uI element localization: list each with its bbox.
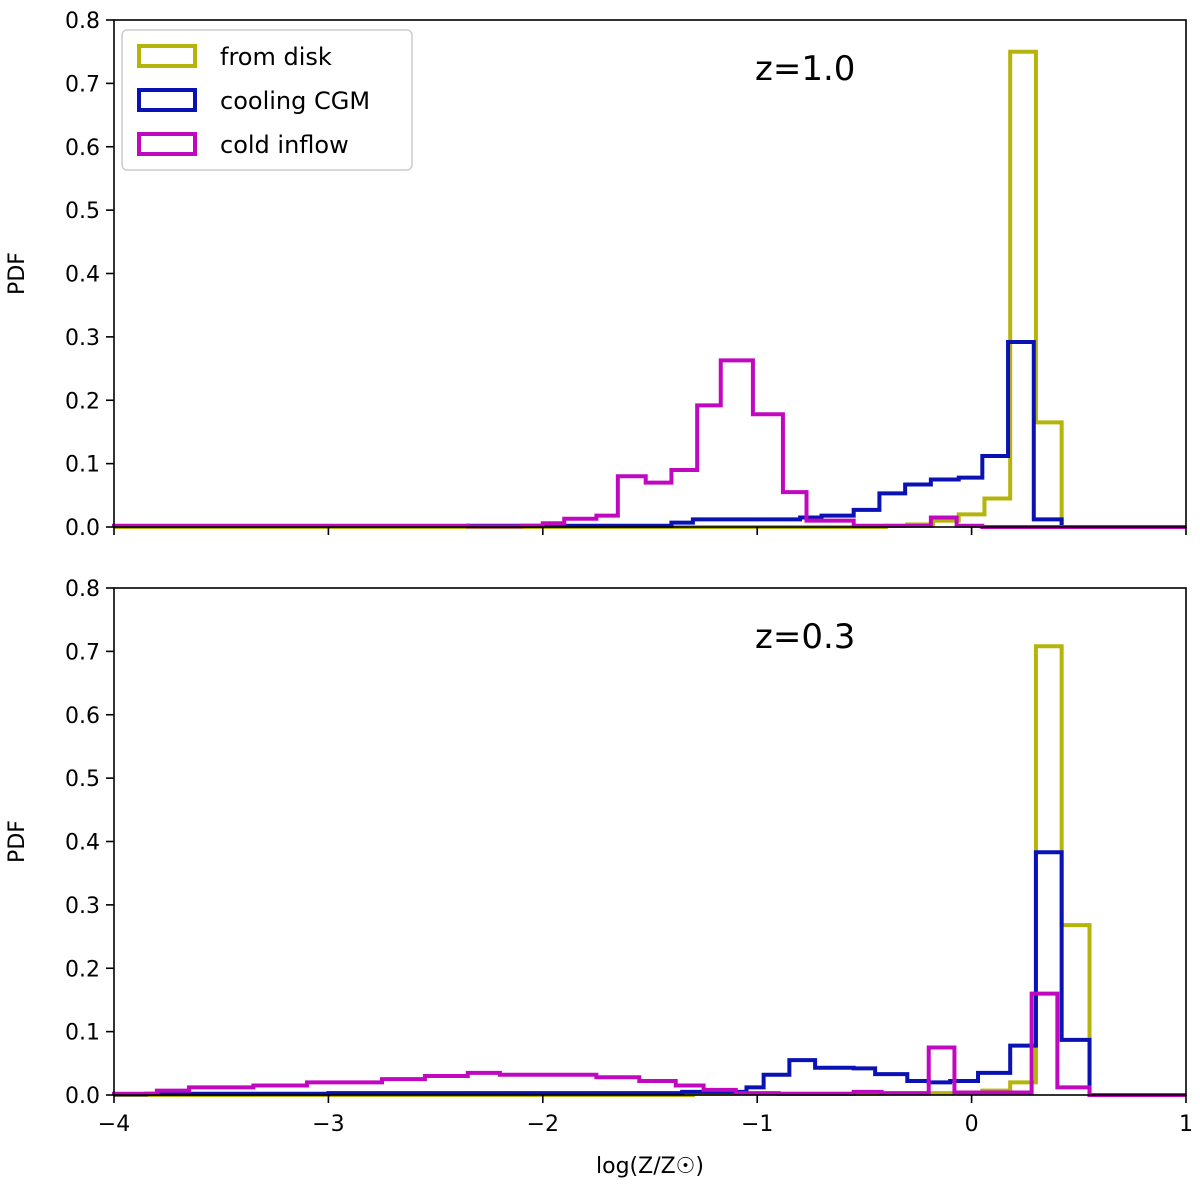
bottom-y-tick-label-6: 0.6 xyxy=(65,704,100,729)
bottom-y-tick-label-1: 0.1 xyxy=(65,1021,100,1046)
bottom-x-tick-label-4: 0 xyxy=(965,1112,979,1137)
bottom-y-tick-label-4: 0.4 xyxy=(65,831,100,856)
bottom-y-tick-label-7: 0.7 xyxy=(65,640,100,665)
top-y-tick-label-3: 0.3 xyxy=(65,326,100,351)
legend-swatch-2 xyxy=(137,132,197,156)
top-y-tick-label-2: 0.2 xyxy=(65,389,100,414)
bottom-series-1 xyxy=(112,850,1186,1097)
bottom-y-tick-label-0: 0.0 xyxy=(65,1084,100,1109)
bottom-x-tick-label-2: −2 xyxy=(527,1112,559,1137)
bottom-series-2 xyxy=(112,991,1186,1097)
bottom-x-tick-label-3: −1 xyxy=(741,1112,773,1137)
top-y-tick-label-6: 0.6 xyxy=(65,136,100,161)
bottom-axes-frame xyxy=(113,587,1187,1096)
top-redshift-annotation: z=1.0 xyxy=(755,49,855,89)
panel-bottom: 0.0 0.1 0.2 0.3 0.4 0.5 0.6 0.7 0.8 −4 −3 −2 −1 0 1 PDF… xyxy=(5,577,1193,1179)
legend-label-1: cooling CGM xyxy=(220,87,370,115)
legend-label-2: cold inflow xyxy=(220,131,349,159)
top-y-tick-label-4: 0.4 xyxy=(65,263,100,288)
bottom-x-tick-label-5: 1 xyxy=(1179,1112,1193,1137)
legend-label-0: from disk xyxy=(220,43,332,71)
top-series-1 xyxy=(465,339,1186,529)
bottom-y-axis-label: PDF xyxy=(5,820,30,863)
top-y-axis-label: PDF xyxy=(5,252,30,295)
top-y-tick-label-7: 0.7 xyxy=(65,72,100,97)
bottom-x-axis-label: log(Z/Z☉) xyxy=(596,1154,704,1179)
bottom-redshift-annotation: z=0.3 xyxy=(755,617,855,657)
bottom-y-tick-label-2: 0.2 xyxy=(65,957,100,982)
legend-swatch-0 xyxy=(137,44,197,68)
top-y-tick-label-5: 0.5 xyxy=(65,199,100,224)
bottom-x-tick-label-0: −4 xyxy=(98,1112,130,1137)
bottom-series-0 xyxy=(114,644,1186,1097)
legend-swatch-1 xyxy=(137,88,197,112)
top-series-2 xyxy=(112,358,1186,529)
bottom-y-tick-label-5: 0.5 xyxy=(65,767,100,792)
top-y-tick-label-0: 0.0 xyxy=(65,516,100,541)
panel-top: 0.0 0.1 0.2 0.3 0.4 0.5 0.6 0.7 0.8 PDF z=1.0 from … xyxy=(5,9,1187,541)
bottom-x-tick-label-1: −3 xyxy=(312,1112,344,1137)
top-y-tick-label-1: 0.1 xyxy=(65,453,100,478)
bottom-y-tick-label-8: 0.8 xyxy=(65,577,100,602)
legend: from disk cooling CGM cold inflow xyxy=(121,29,413,171)
top-y-tick-label-8: 0.8 xyxy=(65,9,100,34)
bottom-y-tick-label-3: 0.3 xyxy=(65,894,100,919)
